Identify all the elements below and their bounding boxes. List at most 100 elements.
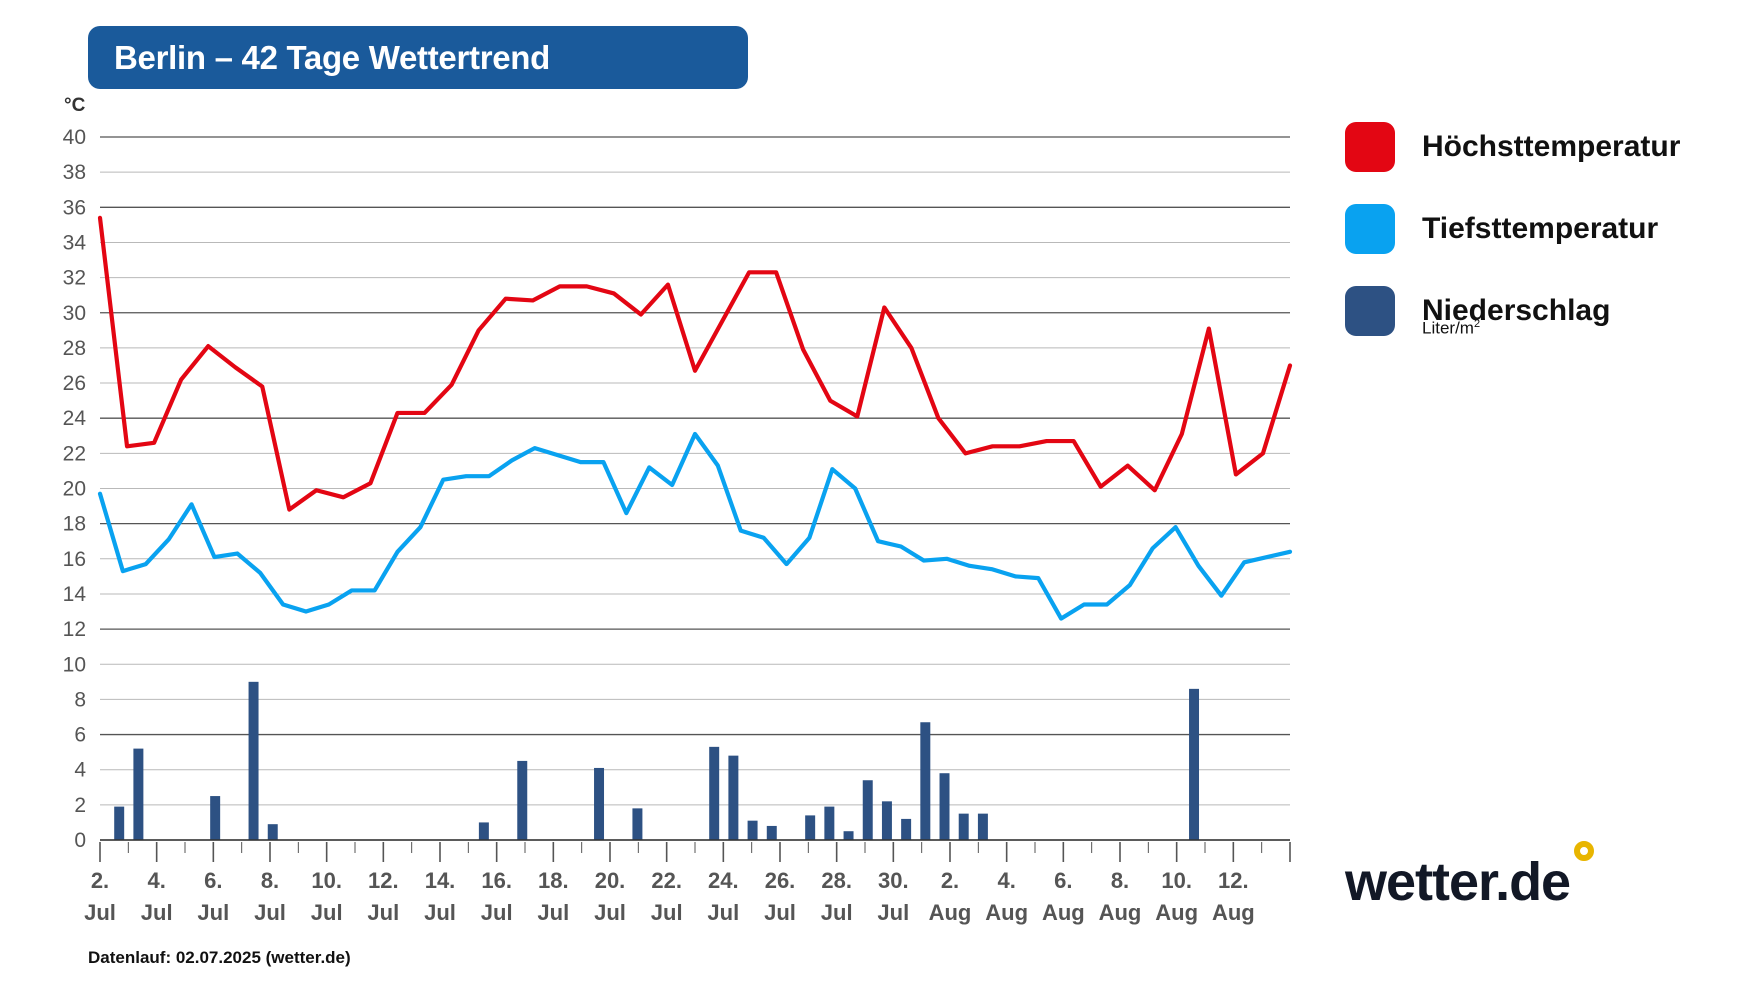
svg-text:6.: 6. [204, 868, 222, 893]
svg-text:6.: 6. [1054, 868, 1072, 893]
precip-bar [901, 818, 912, 840]
svg-text:Jul: Jul [254, 900, 286, 925]
svg-text:Aug: Aug [1099, 900, 1142, 925]
svg-text:14.: 14. [425, 868, 456, 893]
precip-bar [210, 796, 221, 840]
precip-bar [1189, 688, 1200, 840]
svg-text:8.: 8. [1111, 868, 1129, 893]
svg-text:Jul: Jul [537, 900, 569, 925]
svg-text:10.: 10. [311, 868, 342, 893]
data-run-note: Datenlauf: 02.07.2025 (wetter.de) [88, 948, 351, 967]
svg-text:22: 22 [63, 442, 86, 465]
svg-text:Jul: Jul [651, 900, 683, 925]
svg-text:30.: 30. [878, 868, 909, 893]
precip-bar [478, 822, 489, 840]
svg-text:12: 12 [63, 618, 86, 641]
svg-text:Aug: Aug [1042, 900, 1085, 925]
logo-ring-icon [1574, 841, 1595, 861]
svg-text:Jul: Jul [764, 900, 796, 925]
precip-bar [747, 820, 758, 840]
precip-bar [805, 815, 816, 840]
svg-text:Jul: Jul [821, 900, 853, 925]
legend-swatch-max-temp [1345, 122, 1395, 172]
legend-item-niederschlag: Niederschlag [1345, 286, 1745, 336]
legend-label-min-temp: Tiefsttemperatur [1422, 212, 1659, 245]
svg-text:4.: 4. [997, 868, 1015, 893]
legend-label-precip: Niederschlag [1422, 294, 1611, 327]
svg-text:Jul: Jul [707, 900, 739, 925]
precip-bar [248, 681, 259, 840]
svg-text:8.: 8. [261, 868, 279, 893]
svg-text:18: 18 [63, 513, 86, 536]
svg-text:22.: 22. [651, 868, 682, 893]
precip-bar [709, 746, 720, 840]
svg-text:Jul: Jul [311, 900, 343, 925]
svg-text:26: 26 [63, 372, 86, 395]
svg-text:Jul: Jul [84, 900, 116, 925]
precip-bar [267, 824, 278, 840]
svg-text:8: 8 [74, 688, 86, 711]
svg-text:2: 2 [74, 794, 86, 817]
series-line-tiefsttemperatur [97, 431, 1293, 621]
legend-unit-precip: Liter/m2 [1422, 318, 1745, 339]
legend-label-max-temp: Höchsttemperatur [1422, 130, 1681, 163]
svg-text:28: 28 [63, 337, 86, 360]
svg-text:Jul: Jul [877, 900, 909, 925]
legend-item-tiefsttemperatur: Tiefsttemperatur [1345, 204, 1745, 254]
svg-text:20: 20 [63, 478, 86, 501]
precip-bar [766, 825, 777, 840]
svg-text:12.: 12. [1218, 868, 1249, 893]
svg-text:40: 40 [63, 126, 86, 149]
svg-text:28.: 28. [821, 868, 852, 893]
svg-text:4.: 4. [147, 868, 165, 893]
svg-text:10: 10 [63, 653, 86, 676]
precip-bar [939, 773, 950, 840]
svg-text:18.: 18. [538, 868, 569, 893]
svg-text:24.: 24. [708, 868, 739, 893]
svg-text:2.: 2. [941, 868, 959, 893]
legend-unit-exponent: 2 [1473, 318, 1481, 330]
y-axis-unit-label: °C [64, 95, 86, 116]
precip-bar [977, 813, 988, 840]
svg-text:Jul: Jul [197, 900, 229, 925]
svg-text:10.: 10. [1161, 868, 1192, 893]
legend-item-hoechsttemperatur: Höchsttemperatur [1345, 122, 1745, 172]
precip-bar [920, 722, 931, 840]
svg-text:4: 4 [74, 759, 86, 782]
precip-bar [632, 808, 643, 840]
precip-bar [843, 831, 854, 840]
svg-text:14: 14 [63, 583, 87, 606]
svg-text:6: 6 [74, 724, 86, 747]
svg-text:Jul: Jul [424, 900, 456, 925]
svg-text:38: 38 [63, 161, 86, 184]
chart-title-badge: Berlin – 42 Tage Wettertrend [88, 26, 748, 89]
svg-text:2.: 2. [91, 868, 109, 893]
page-title: Berlin – 42 Tage Wettertrend [114, 38, 551, 76]
precip-bar [594, 767, 605, 840]
legend-unit-precip-text: Liter/m [1422, 318, 1474, 338]
series-line-höchsttemperatur [97, 215, 1293, 512]
legend-swatch-precip [1345, 286, 1395, 336]
precip-bar [881, 801, 892, 840]
svg-text:16: 16 [63, 548, 86, 571]
precip-bar [728, 755, 739, 840]
svg-text:Aug: Aug [929, 900, 972, 925]
svg-text:Jul: Jul [367, 900, 399, 925]
svg-text:Jul: Jul [594, 900, 626, 925]
svg-text:12.: 12. [368, 868, 399, 893]
precipitation-bars [114, 681, 1200, 840]
precip-bar [862, 780, 873, 840]
svg-text:16.: 16. [481, 868, 512, 893]
svg-text:Jul: Jul [481, 900, 513, 925]
svg-text:Aug: Aug [985, 900, 1028, 925]
legend-swatch-min-temp [1345, 204, 1395, 254]
svg-text:24: 24 [63, 407, 87, 430]
svg-text:0: 0 [74, 829, 86, 852]
chart-legend: Höchsttemperatur Tiefsttemperatur Nieder… [1345, 122, 1745, 339]
precip-bar [824, 806, 835, 840]
svg-text:Aug: Aug [1155, 900, 1198, 925]
